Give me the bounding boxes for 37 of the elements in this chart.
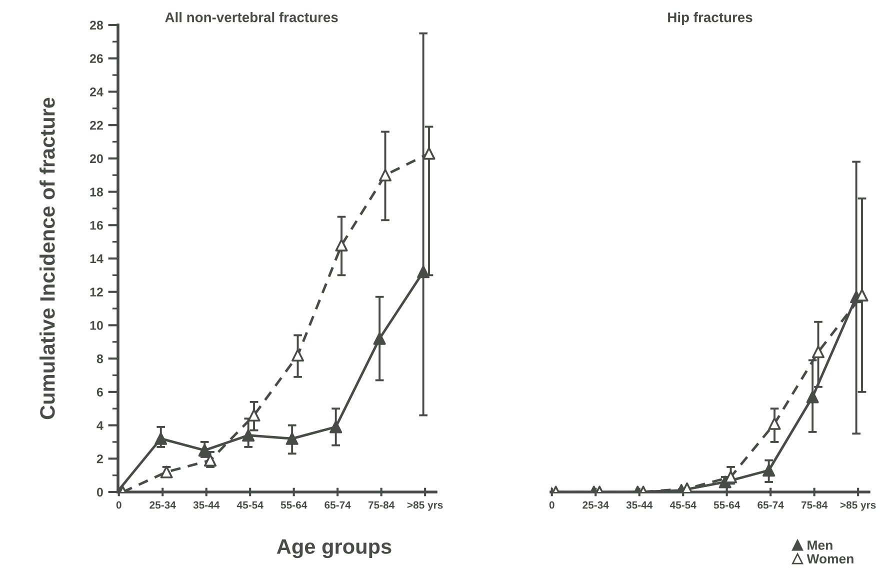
x-tick-label: 0 xyxy=(549,501,554,509)
legend-label: Men xyxy=(808,540,832,550)
y-tick-label: 0 xyxy=(96,488,103,497)
y-tick-label: 4 xyxy=(96,421,104,430)
y-tick-label: 2 xyxy=(96,454,103,464)
y-tick-label: 22 xyxy=(90,120,103,130)
x-tick-label: >85 yrs xyxy=(407,501,443,511)
x-tick-label: 45-54 xyxy=(670,501,696,509)
x-axis-title: Age groups xyxy=(276,539,392,558)
y-tick-label: 8 xyxy=(96,354,104,364)
x-tick-label: 55-64 xyxy=(280,501,308,509)
x-tick-label: >85 yrs xyxy=(840,501,876,511)
x-tick-label: 65-74 xyxy=(758,501,784,509)
x-tick-label: 45-54 xyxy=(236,501,264,509)
y-tick-label: 6 xyxy=(96,388,103,397)
y-tick-label: 28 xyxy=(90,20,104,30)
chart-title: All non-vertebral fractures xyxy=(165,12,338,22)
y-tick-label: 20 xyxy=(90,154,103,164)
x-tick-label: 35-44 xyxy=(193,501,220,509)
chart-title: Hip fractures xyxy=(668,12,752,25)
y-tick-label: 14 xyxy=(90,254,104,264)
x-tick-label: 35-44 xyxy=(626,501,653,509)
y-axis-title: Cumulative Incidence of fracture xyxy=(40,98,55,420)
x-tick-label: 25-34 xyxy=(150,501,176,509)
x-tick-label: 55-64 xyxy=(714,501,740,509)
y-tick-label: 12 xyxy=(90,288,103,296)
y-tick-label: 10 xyxy=(90,321,103,330)
legend-label: Women xyxy=(806,554,854,564)
y-tick-label: 26 xyxy=(90,54,103,64)
x-tick-label: 75-84 xyxy=(368,501,395,509)
x-tick-label: 0 xyxy=(116,501,122,509)
y-tick-label: 24 xyxy=(90,88,104,96)
x-tick-label: 65-74 xyxy=(324,501,351,509)
y-tick-label: 16 xyxy=(90,220,103,230)
y-tick-label: 18 xyxy=(90,188,104,196)
x-tick-label: 25-34 xyxy=(582,501,609,509)
x-tick-label: 75-84 xyxy=(801,501,828,509)
